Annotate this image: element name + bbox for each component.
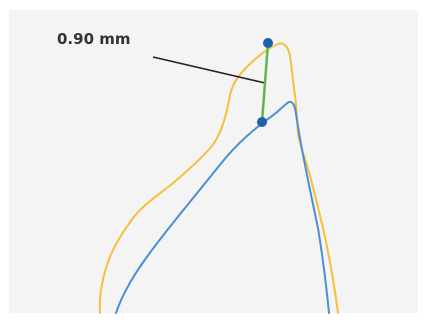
thickness-measure-line [260, 41, 270, 124]
inner-contour [115, 100, 330, 314]
measurement-label: 0.90 mm [57, 30, 131, 48]
outer-contour [98, 42, 339, 314]
measure-endpoint-bottom[interactable] [257, 117, 267, 127]
measure-endpoint-top[interactable] [263, 38, 273, 48]
measurement-viewport[interactable] [9, 10, 418, 313]
leader-line [152, 56, 266, 84]
